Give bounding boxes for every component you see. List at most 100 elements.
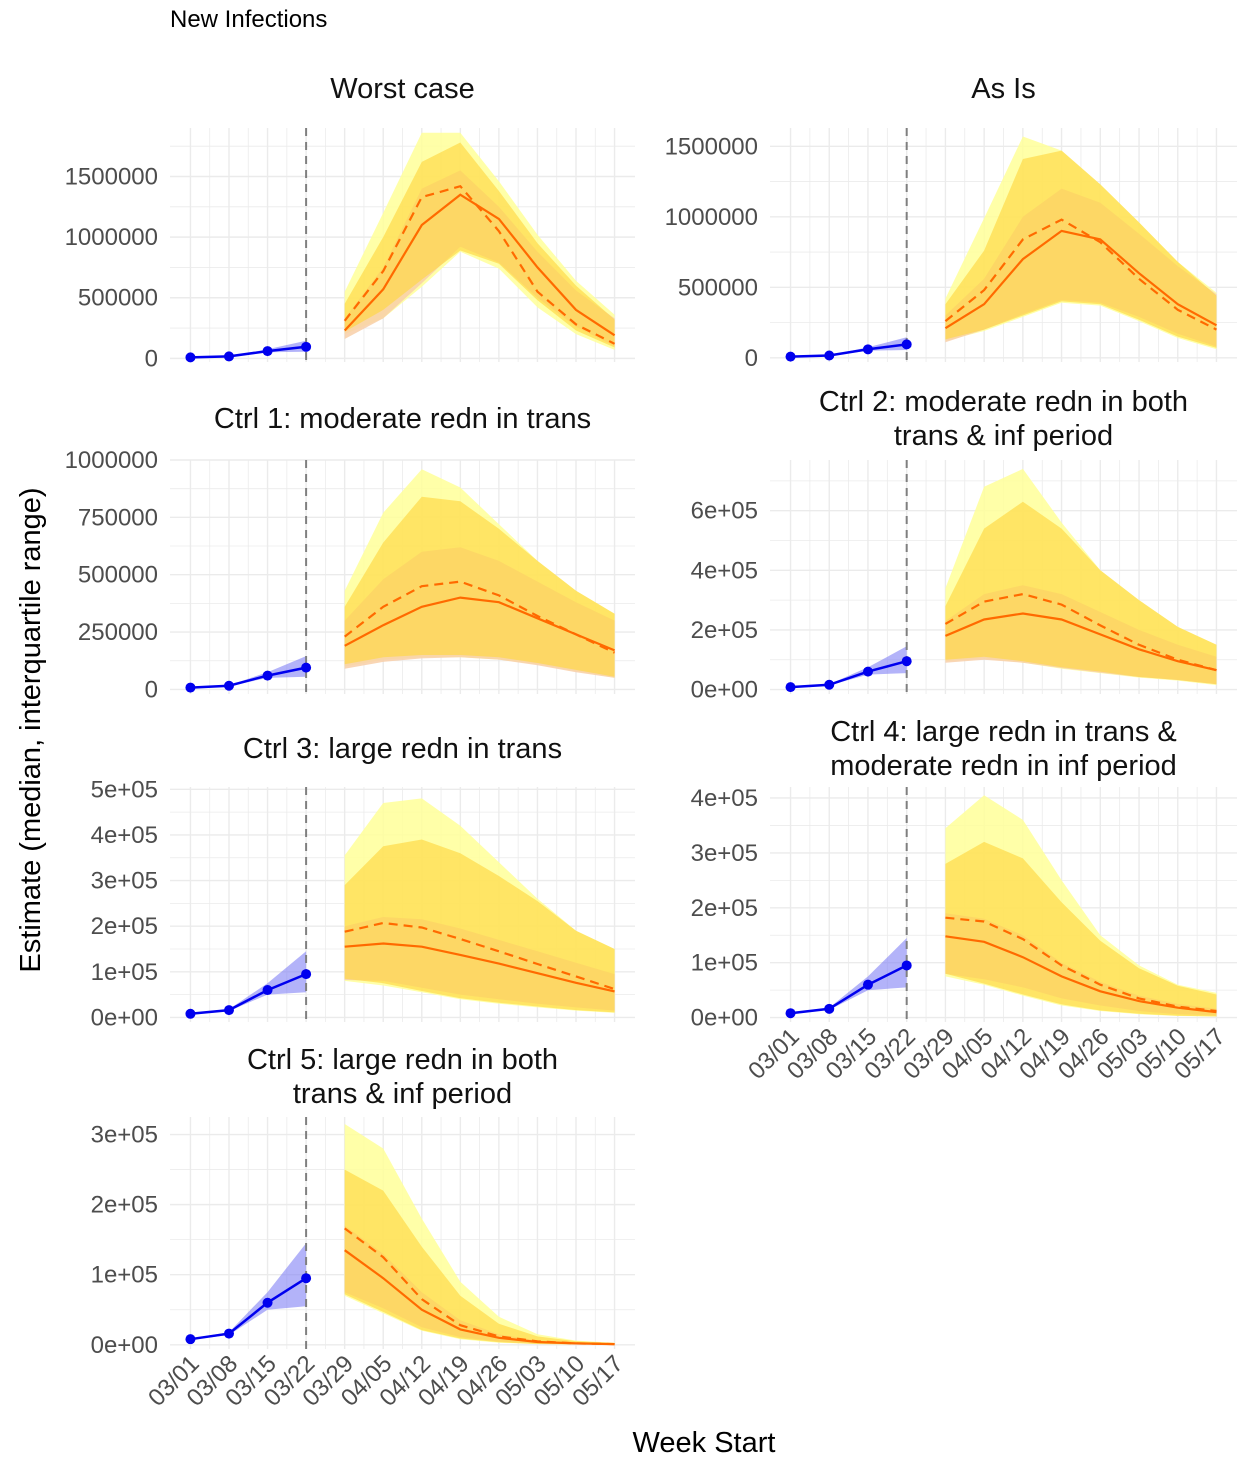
y-tick-label: 4e+05 xyxy=(691,785,758,812)
panel-6: Ctrl 4: large redn in trans &moderate re… xyxy=(691,716,1237,1085)
solid-median-line xyxy=(343,193,616,337)
dashed-median-line xyxy=(944,592,1217,672)
y-tick-label: 250000 xyxy=(78,619,158,646)
interquartile-band xyxy=(945,150,1217,348)
observed-line xyxy=(790,964,908,1015)
panel-title: moderate redn in inf period xyxy=(830,750,1177,782)
x-axis-title: Week Start xyxy=(633,1427,776,1459)
observed-line xyxy=(190,345,307,359)
observed-point xyxy=(862,979,873,990)
dashed-median-line xyxy=(344,921,615,991)
y-tick-label: 3e+05 xyxy=(91,1122,158,1149)
observed-point xyxy=(301,969,312,980)
y-tick-label: 0e+00 xyxy=(691,1005,758,1032)
solid-median-line xyxy=(944,612,1217,672)
observed-point xyxy=(262,1297,273,1308)
y-tick-label: 5e+05 xyxy=(91,776,158,803)
observed-line xyxy=(190,1277,307,1341)
y-tick-label: 1e+05 xyxy=(91,959,158,986)
y-tick-label: 0 xyxy=(145,676,158,703)
observed-line xyxy=(790,659,908,689)
solid-median-line xyxy=(344,1249,615,1346)
interquartile-band xyxy=(344,839,615,1013)
panel-title: Worst case xyxy=(330,73,475,105)
solid-median-line xyxy=(944,229,1218,330)
observed-point xyxy=(824,1003,835,1014)
observed-point xyxy=(185,1008,196,1019)
solid-median-line xyxy=(344,596,616,652)
observed-point xyxy=(901,656,912,667)
y-tick-label: 750000 xyxy=(78,504,158,531)
panel-5: Ctrl 3: large redn in trans 0e+00 1e+05 2e+… xyxy=(91,733,635,1031)
dashed-median-line xyxy=(944,218,1218,331)
dashed-median-line xyxy=(344,580,616,654)
y-tick-label: 2e+05 xyxy=(91,1192,158,1219)
panel-title: Ctrl 1: moderate redn in trans xyxy=(214,403,591,435)
y-tick-label: 0e+00 xyxy=(91,1332,158,1359)
y-tick-label: 1e+05 xyxy=(91,1262,158,1289)
panel-title: trans & inf period xyxy=(293,1078,512,1110)
interquartile-band xyxy=(344,496,615,677)
y-tick-label: 3e+05 xyxy=(91,868,158,895)
observed-point xyxy=(185,352,196,363)
solid-median-line xyxy=(945,935,1217,1014)
observed-point xyxy=(901,339,912,350)
panel-title: trans & inf period xyxy=(894,420,1113,452)
y-tick-label: 4e+05 xyxy=(691,557,758,584)
panel-2: As Is 0 500000 1000000 1500000 xyxy=(665,73,1237,372)
panel-title: Ctrl 2: moderate redn in both xyxy=(819,386,1188,418)
y-tick-label: 2e+05 xyxy=(691,895,758,922)
dashed-median-line xyxy=(945,916,1217,1013)
y-tick-label: 6e+05 xyxy=(691,498,758,525)
panel-title: As Is xyxy=(971,73,1035,105)
y-tick-label: 1000000 xyxy=(65,224,158,251)
facet-panels: Worst case 0 500000 1000000 1500000 As Is 0 500… xyxy=(65,73,1237,1412)
observed-point xyxy=(901,960,912,971)
observed-point xyxy=(301,1273,312,1284)
observed-point xyxy=(262,985,273,996)
y-tick-label: 500000 xyxy=(678,274,758,301)
y-tick-label: 0e+00 xyxy=(91,1004,158,1031)
interquartile-band xyxy=(344,142,615,348)
observed-point xyxy=(824,350,835,361)
y-tick-label: 1500000 xyxy=(665,133,758,160)
panel-title: Ctrl 5: large redn in both xyxy=(247,1044,558,1076)
y-tick-label: 2e+05 xyxy=(691,617,758,644)
observed-point xyxy=(824,679,835,690)
observed-point xyxy=(223,1328,234,1339)
y-tick-label: 0 xyxy=(745,345,758,372)
observed-point xyxy=(223,680,234,691)
y-tick-label: 3e+05 xyxy=(691,840,758,867)
observed-point xyxy=(185,1334,196,1345)
observed-point xyxy=(301,662,312,673)
y-tick-label: 4e+05 xyxy=(91,822,158,849)
y-tick-label: 1e+05 xyxy=(691,950,758,977)
y-tick-label: 1000000 xyxy=(65,447,158,474)
observed-point xyxy=(862,344,873,355)
y-tick-label: 500000 xyxy=(78,562,158,589)
observed-point xyxy=(262,670,273,681)
y-axis-title: Estimate (median, interquartile range) xyxy=(15,487,47,972)
observed-point xyxy=(785,351,796,362)
observed-point xyxy=(262,346,273,357)
observed-line xyxy=(790,343,907,358)
observed-line xyxy=(190,972,307,1016)
observed-line xyxy=(190,666,307,689)
panel-1: Worst case 0 500000 1000000 1500000 xyxy=(65,73,635,372)
interquartile-band xyxy=(945,841,1217,1017)
observed-point xyxy=(223,1005,234,1016)
panel-title: Ctrl 3: large redn in trans xyxy=(243,733,562,765)
figure-title: New Infections xyxy=(170,6,327,33)
y-tick-label: 1500000 xyxy=(65,163,158,190)
observed-point xyxy=(785,1008,796,1019)
observed-point xyxy=(301,341,312,352)
y-tick-label: 0e+00 xyxy=(691,677,758,704)
panel-title: Ctrl 4: large redn in trans & xyxy=(830,716,1177,748)
panel-3: Ctrl 1: moderate redn in trans 0 250000 500… xyxy=(65,403,635,703)
dashed-median-line xyxy=(343,184,616,345)
observed-point xyxy=(185,682,196,693)
y-tick-label: 500000 xyxy=(78,285,158,312)
observed-point xyxy=(785,682,796,693)
y-tick-label: 2e+05 xyxy=(91,913,158,940)
